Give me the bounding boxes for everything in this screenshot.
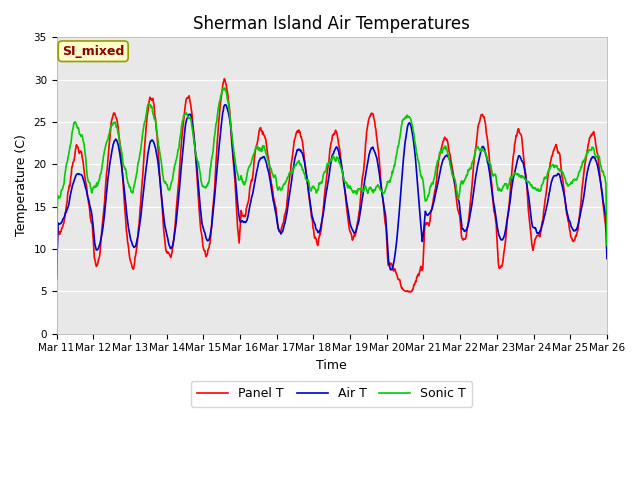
Sonic T	[221, 85, 228, 91]
Air T	[52, 275, 60, 281]
Air T	[198, 222, 206, 228]
Sonic T	[337, 165, 345, 170]
Text: SI_mixed: SI_mixed	[62, 45, 124, 58]
Line: Panel T: Panel T	[56, 79, 607, 292]
Panel T	[452, 188, 460, 193]
Air T	[258, 155, 266, 161]
Sonic T	[568, 180, 575, 185]
Legend: Panel T, Air T, Sonic T: Panel T, Air T, Sonic T	[191, 381, 472, 407]
Panel T	[406, 289, 413, 295]
X-axis label: Time: Time	[316, 359, 347, 372]
Panel T	[337, 159, 345, 165]
Line: Sonic T: Sonic T	[56, 88, 607, 251]
Air T	[603, 255, 611, 261]
Air T	[451, 180, 459, 186]
Sonic T	[198, 183, 206, 189]
Air T	[568, 225, 575, 230]
Sonic T	[125, 181, 132, 187]
Sonic T	[603, 242, 611, 248]
Sonic T	[52, 248, 60, 253]
Line: Air T: Air T	[56, 105, 607, 278]
Panel T	[603, 256, 611, 262]
Panel T	[198, 239, 206, 244]
Air T	[125, 225, 132, 230]
Panel T	[52, 276, 60, 282]
Y-axis label: Temperature (C): Temperature (C)	[15, 134, 28, 236]
Air T	[221, 102, 228, 108]
Panel T	[568, 237, 576, 243]
Title: Sherman Island Air Temperatures: Sherman Island Air Temperatures	[193, 15, 470, 33]
Sonic T	[258, 148, 266, 154]
Panel T	[125, 244, 132, 250]
Panel T	[221, 76, 228, 82]
Sonic T	[451, 177, 459, 183]
Air T	[337, 161, 345, 167]
Panel T	[258, 128, 266, 134]
